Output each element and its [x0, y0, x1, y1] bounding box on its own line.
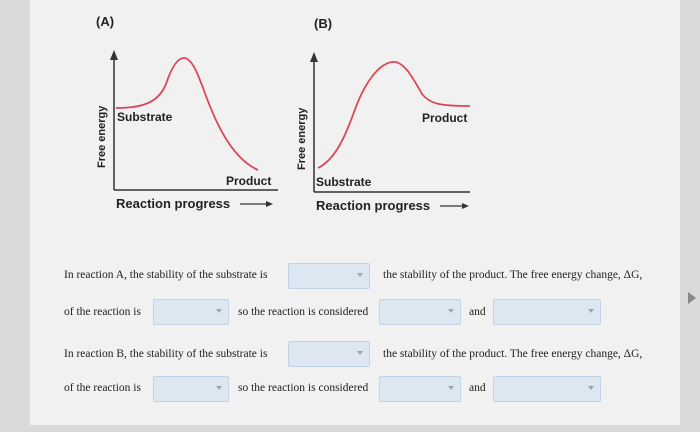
energy-diagram-b: (B) Free energy Product Substrate Reacti… — [296, 16, 471, 213]
diagram-a-y-arrow — [110, 50, 118, 60]
chevron-down-icon — [448, 309, 454, 313]
diagram-b-label: (B) — [314, 16, 332, 31]
diagram-b-y-arrow — [310, 52, 318, 62]
question-b-line2-middle: so the reaction is considered — [238, 382, 369, 394]
question-b-line1-prefix: In reaction B, the stability of the subs… — [64, 348, 268, 360]
diagram-a-x-arrow — [266, 201, 273, 207]
dropdown-a-stability[interactable] — [288, 263, 370, 289]
question-a-line1-suffix: the stability of the product. The free e… — [383, 269, 643, 281]
diagram-b-product-label: Product — [422, 111, 467, 125]
pointer-arrow-icon — [688, 292, 696, 304]
question-b-line2-and: and — [469, 382, 486, 394]
diagram-b-x-arrow — [462, 203, 469, 209]
diagram-b-y-label: Free energy — [296, 107, 308, 170]
dropdown-a-considered-2[interactable] — [493, 299, 601, 325]
dropdown-a-considered-1[interactable] — [379, 299, 461, 325]
diagram-a-product-label: Product — [226, 174, 271, 188]
question-b-line1-suffix: the stability of the product. The free e… — [383, 348, 643, 360]
chevron-down-icon — [357, 351, 363, 355]
question-a-line2-prefix: of the reaction is — [64, 306, 141, 318]
diagram-b-curve — [317, 61, 471, 169]
question-a-line2-middle: so the reaction is considered — [238, 306, 369, 318]
question-a-line2-and: and — [469, 306, 486, 318]
chevron-down-icon — [588, 386, 594, 390]
diagram-b-substrate-label: Substrate — [316, 175, 372, 189]
dropdown-a-delta-g[interactable] — [153, 299, 229, 325]
diagram-a-substrate-label: Substrate — [117, 110, 173, 124]
question-b-line2-prefix: of the reaction is — [64, 382, 141, 394]
diagram-a-label: (A) — [96, 14, 114, 29]
chevron-down-icon — [216, 309, 222, 313]
energy-diagram-a: (A) Free energy Substrate Product Reacti… — [96, 14, 278, 211]
dropdown-b-stability[interactable] — [288, 341, 370, 367]
chevron-down-icon — [588, 309, 594, 313]
diagram-a-curve — [115, 57, 259, 171]
diagram-a-x-label: Reaction progress — [116, 196, 230, 211]
chevron-down-icon — [448, 386, 454, 390]
dropdown-b-delta-g[interactable] — [153, 376, 229, 402]
diagram-b-x-label: Reaction progress — [316, 198, 430, 213]
chevron-down-icon — [216, 386, 222, 390]
question-a-line1-prefix: In reaction A, the stability of the subs… — [64, 269, 268, 281]
diagram-a-y-label: Free energy — [96, 105, 108, 168]
dropdown-b-considered-1[interactable] — [379, 376, 461, 402]
dropdown-b-considered-2[interactable] — [493, 376, 601, 402]
chevron-down-icon — [357, 273, 363, 277]
